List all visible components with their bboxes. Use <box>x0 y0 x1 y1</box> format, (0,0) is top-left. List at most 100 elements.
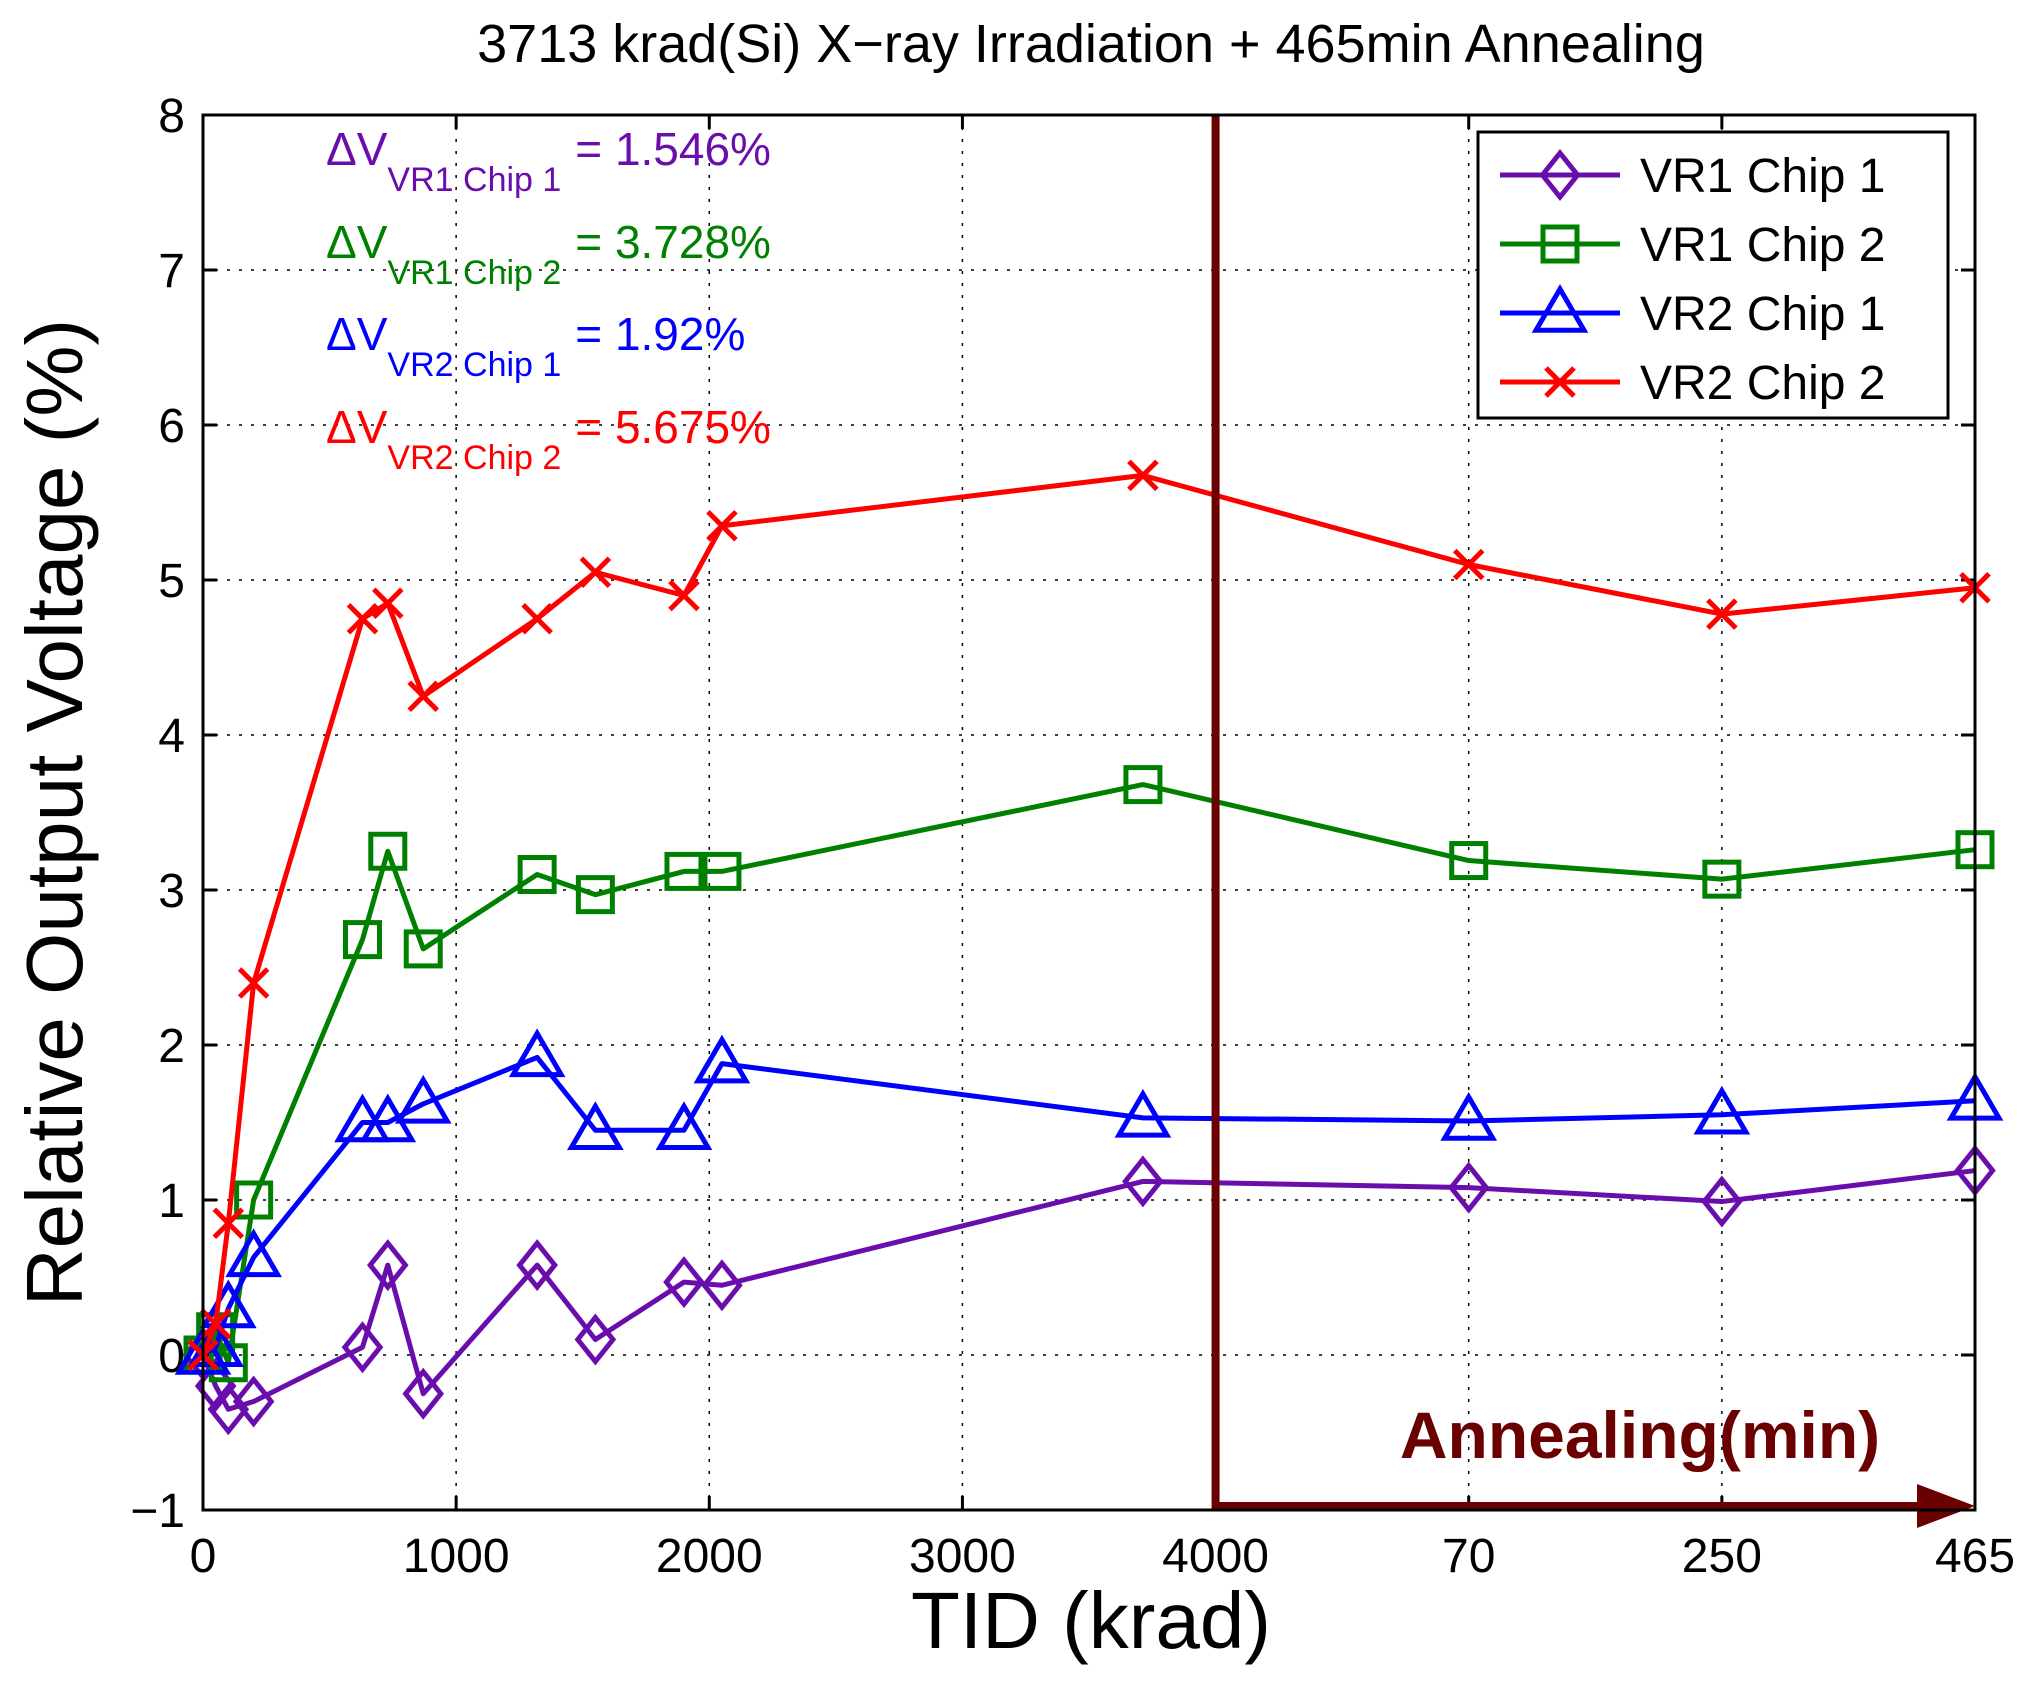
delta-value: = 1.546% <box>575 123 771 175</box>
legend-label: VR1 Chip 1 <box>1640 150 1885 203</box>
data-point <box>567 1101 624 1151</box>
data-point <box>1122 1155 1164 1208</box>
legend-label: VR1 Chip 2 <box>1640 219 1885 272</box>
x-tick-label: 3000 <box>909 1530 1016 1583</box>
delta-annotation: ΔVVR1 Chip 1 = 1.546% <box>326 123 771 199</box>
data-point <box>702 851 742 891</box>
data-point <box>1701 1175 1743 1228</box>
data-point <box>207 1383 250 1436</box>
data-point <box>234 1180 274 1220</box>
delta-prefix: ΔV <box>326 401 388 453</box>
data-point <box>574 1313 617 1366</box>
data-point <box>1123 765 1163 805</box>
annealing-divider <box>1211 115 1975 1528</box>
legend-label: VR2 Chip 1 <box>1640 288 1885 341</box>
legend-box <box>1476 130 1950 420</box>
y-tick-label: 8 <box>158 90 185 143</box>
data-point <box>516 1239 558 1292</box>
y-tick-label: 2 <box>158 1020 185 1073</box>
delta-prefix: ΔV <box>326 308 388 360</box>
series-line <box>200 1168 1976 1412</box>
y-tick-label: −1 <box>130 1485 185 1538</box>
x-tick-label: 1000 <box>403 1530 510 1583</box>
data-point <box>342 920 382 960</box>
legend-entry: VR1 Chip 2 <box>1500 219 1885 272</box>
delta-annotation: ΔVVR1 Chip 2 = 3.728% <box>326 216 771 292</box>
y-tick-label: 4 <box>158 710 185 763</box>
data-point <box>366 1239 409 1292</box>
data-point <box>655 1101 713 1151</box>
data-series <box>174 459 2004 1436</box>
x-axis-label: TID (krad) <box>911 1576 1271 1665</box>
legend-entry: VR2 Chip 2 <box>1500 357 1885 410</box>
data-point <box>212 1207 245 1240</box>
delta-subscript: VR2 Chip 2 <box>387 439 561 477</box>
data-point <box>575 875 615 915</box>
data-point <box>341 1321 384 1374</box>
data-point <box>521 602 553 635</box>
delta-annotation: ΔVVR2 Chip 1 = 1.92% <box>326 308 745 384</box>
data-point <box>225 1228 282 1278</box>
plot-frame <box>201 113 1977 1512</box>
series-line <box>200 782 1976 1366</box>
legend-label: VR2 Chip 2 <box>1640 357 1885 410</box>
x-tick-label: 465 <box>1935 1530 2015 1583</box>
legend-marker <box>1531 284 1589 333</box>
x-tick-label: 70 <box>1442 1530 1495 1583</box>
data-point <box>1693 1085 1751 1135</box>
data-point <box>372 587 404 620</box>
delta-prefix: ΔV <box>326 216 388 268</box>
y-axis-label: Relative Output Voltage (%) <box>10 319 99 1306</box>
annealing-label: Annealing(min) <box>1400 1398 1880 1472</box>
delta-annotation: ΔVVR2 Chip 2 = 5.675% <box>326 401 771 477</box>
x-tick-label: 250 <box>1682 1530 1762 1583</box>
annealing-arrow-head <box>1917 1484 1975 1528</box>
data-point <box>199 1308 232 1340</box>
legend-marker <box>1539 148 1581 202</box>
x-tick-label: 4000 <box>1162 1530 1269 1583</box>
data-point <box>693 1034 751 1084</box>
legend-marker <box>1540 224 1580 264</box>
data-point <box>663 1256 705 1309</box>
series-line <box>201 1054 1976 1358</box>
delta-subscript: VR1 Chip 1 <box>387 161 561 199</box>
data-point <box>1452 548 1485 581</box>
y-tick-label: 3 <box>158 865 185 918</box>
data-point <box>1127 459 1159 492</box>
delta-subscript: VR1 Chip 2 <box>387 254 561 292</box>
data-point <box>1449 841 1489 881</box>
data-point <box>517 855 557 894</box>
data-point <box>403 929 443 969</box>
data-point <box>664 851 704 891</box>
data-point <box>579 556 612 589</box>
data-point <box>237 967 270 999</box>
data-point <box>402 1367 445 1420</box>
delta-annotations: ΔVVR1 Chip 1= 1.546%ΔVVR1 Chip 2= 3.728%… <box>326 123 771 477</box>
data-point <box>1114 1088 1172 1138</box>
data-point <box>1706 598 1738 630</box>
delta-value: = 3.728% <box>575 216 771 268</box>
delta-subscript: VR2 Chip 1 <box>387 346 561 384</box>
chart-title: 3713 krad(Si) X−ray Irradiation + 465min… <box>477 14 1705 74</box>
delta-value: = 1.92% <box>575 308 745 360</box>
data-point <box>508 1028 566 1078</box>
data-point <box>346 602 379 635</box>
data-point <box>701 1259 743 1312</box>
x-tick-label: 2000 <box>656 1530 763 1583</box>
data-point <box>1440 1091 1498 1141</box>
y-tick-label: 6 <box>158 400 185 453</box>
series-vr2-chip-2 <box>187 459 1991 1371</box>
delta-value: = 5.675% <box>575 401 771 453</box>
x-tick-label: 0 <box>190 1530 217 1583</box>
y-tick-label: 7 <box>158 245 185 298</box>
legend-entry: VR2 Chip 1 <box>1500 284 1885 341</box>
delta-prefix: ΔV <box>326 123 388 175</box>
y-tick-label: 5 <box>158 555 185 608</box>
legend-marker <box>1544 366 1576 398</box>
y-tick-label: 1 <box>158 1175 185 1228</box>
legend: VR1 Chip 1 VR1 Chip 2 VR2 Chip 1 VR2 Chip 2 <box>1476 130 1950 420</box>
data-point <box>706 509 738 542</box>
y-tick-label: 0 <box>158 1330 185 1383</box>
